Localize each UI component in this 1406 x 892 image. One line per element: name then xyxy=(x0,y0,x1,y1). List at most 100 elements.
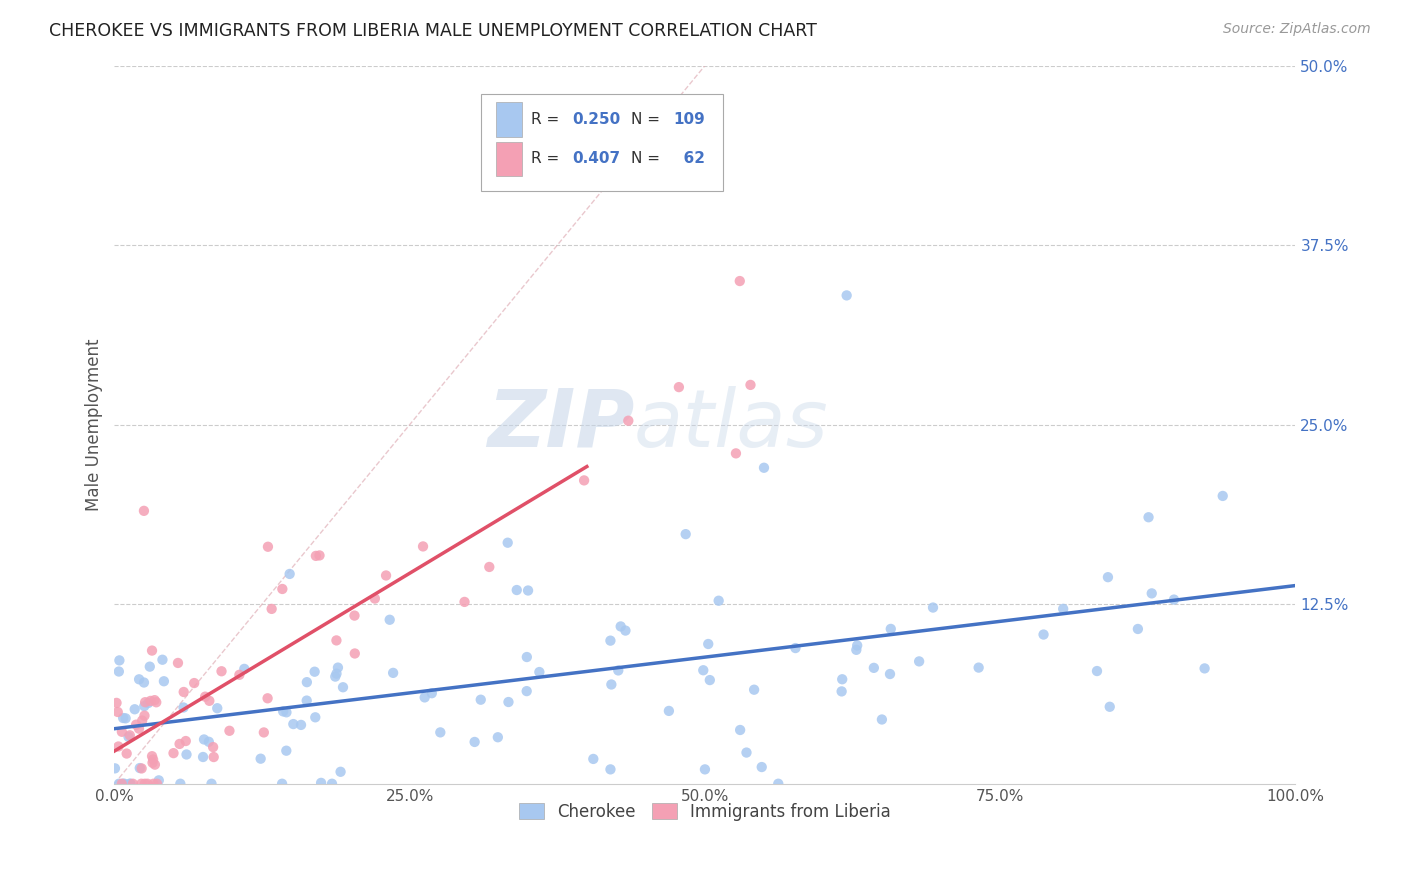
Point xyxy=(152,653,174,667)
Point xyxy=(323,670,346,684)
Point xyxy=(697,637,720,651)
Point xyxy=(131,777,153,791)
Point xyxy=(200,777,222,791)
Point xyxy=(751,760,773,774)
Point xyxy=(572,474,595,488)
Point xyxy=(153,674,176,689)
Point xyxy=(271,582,294,596)
Text: R =: R = xyxy=(531,152,564,167)
Point xyxy=(329,764,352,779)
Point xyxy=(1098,699,1121,714)
Point xyxy=(516,173,538,187)
Point xyxy=(908,654,931,668)
Point xyxy=(198,694,221,708)
Point xyxy=(118,777,141,791)
Point xyxy=(104,761,127,775)
Point xyxy=(768,777,790,791)
Point xyxy=(174,734,197,748)
Point xyxy=(486,731,509,745)
Point xyxy=(453,595,475,609)
Point xyxy=(249,752,271,766)
Point xyxy=(108,665,131,679)
Point xyxy=(176,747,198,762)
Bar xyxy=(496,142,522,177)
Point xyxy=(412,540,434,554)
Point xyxy=(378,613,401,627)
Point xyxy=(831,672,853,686)
Point xyxy=(724,446,747,460)
Point xyxy=(124,702,146,716)
Point xyxy=(1052,602,1074,616)
Point xyxy=(107,705,129,719)
Point xyxy=(506,582,529,597)
Point xyxy=(922,600,945,615)
Text: Source: ZipAtlas.com: Source: ZipAtlas.com xyxy=(1223,22,1371,37)
Point xyxy=(699,673,721,687)
Point xyxy=(107,739,129,754)
Point xyxy=(183,676,205,690)
Legend: Cherokee, Immigrants from Liberia: Cherokee, Immigrants from Liberia xyxy=(513,797,896,826)
Point xyxy=(169,737,191,751)
Point xyxy=(304,710,326,724)
Point xyxy=(304,665,326,679)
Point xyxy=(343,608,366,623)
Point xyxy=(218,723,240,738)
Point xyxy=(128,673,150,687)
Point xyxy=(253,725,276,739)
Text: R =: R = xyxy=(531,112,564,127)
Point xyxy=(173,685,195,699)
Point xyxy=(112,711,135,725)
Text: 0.407: 0.407 xyxy=(572,152,621,167)
Text: ZIP: ZIP xyxy=(486,385,634,464)
Point xyxy=(207,701,229,715)
Point xyxy=(1126,622,1149,636)
Point xyxy=(1097,570,1119,584)
Point xyxy=(141,756,163,770)
Point xyxy=(1085,664,1108,678)
Point xyxy=(707,593,730,607)
Point xyxy=(308,549,330,563)
Point xyxy=(846,639,869,653)
Point xyxy=(420,686,443,700)
Point xyxy=(325,666,347,681)
Point xyxy=(290,718,312,732)
Point xyxy=(202,750,225,764)
Point xyxy=(321,777,343,791)
Point xyxy=(614,624,637,638)
Point xyxy=(343,647,366,661)
Point xyxy=(131,714,153,728)
Point xyxy=(1194,661,1216,675)
Point xyxy=(326,660,349,674)
Point xyxy=(111,724,134,739)
Point xyxy=(125,717,148,731)
Text: 0.250: 0.250 xyxy=(572,112,621,127)
Point xyxy=(260,602,283,616)
Point xyxy=(668,380,690,394)
Point xyxy=(364,591,387,606)
Y-axis label: Male Unemployment: Male Unemployment xyxy=(86,338,103,511)
Point xyxy=(1140,586,1163,600)
Point xyxy=(162,746,184,760)
Point xyxy=(114,711,136,725)
Point xyxy=(599,633,621,648)
Point xyxy=(105,696,128,710)
Point xyxy=(582,752,605,766)
Point xyxy=(108,777,131,791)
Point xyxy=(145,695,167,709)
Point xyxy=(835,288,858,302)
Point xyxy=(146,777,169,791)
Point xyxy=(785,641,807,656)
Point xyxy=(198,735,221,749)
Point xyxy=(128,722,150,736)
Point xyxy=(193,732,215,747)
Point xyxy=(283,717,305,731)
Point xyxy=(139,694,162,708)
Point xyxy=(740,378,762,392)
Point xyxy=(1163,592,1185,607)
Point xyxy=(752,460,775,475)
Point xyxy=(271,777,294,791)
Text: N =: N = xyxy=(630,152,665,167)
Point xyxy=(658,704,681,718)
Point xyxy=(728,274,751,288)
Point xyxy=(880,622,903,636)
